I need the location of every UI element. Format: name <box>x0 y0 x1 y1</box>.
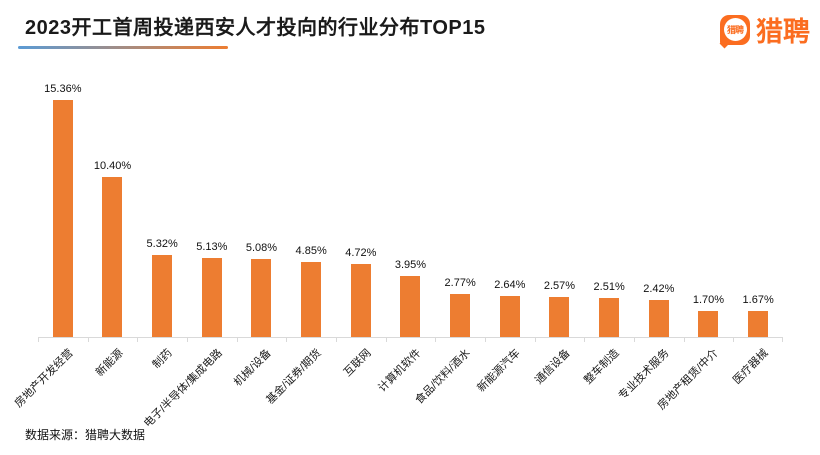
category-label: 通信设备 <box>532 347 573 387</box>
bar <box>599 298 620 337</box>
bar <box>648 300 669 337</box>
axis-tick <box>733 337 734 342</box>
page-title: 2023开工首周投递西安人才投向的行业分布TOP15 <box>25 17 486 39</box>
axis-tick <box>187 337 188 342</box>
bar-value-label: 5.13% <box>196 241 228 253</box>
bar-value-label: 10.40% <box>93 160 132 172</box>
liepin-logo-icon-circle: 猎聘 <box>723 18 747 41</box>
category-label: 新能源汽车 <box>475 347 523 395</box>
axis-tick <box>634 337 635 342</box>
title-underline <box>18 46 228 49</box>
source-note: 数据来源：猎聘大数据 <box>25 428 146 442</box>
axis-tick <box>336 337 337 342</box>
category-label: 互联网 <box>341 347 374 379</box>
liepin-logo-icon: 猎聘 <box>720 14 750 45</box>
bar-value-label: 2.77% <box>444 277 476 289</box>
x-axis-line <box>38 337 783 338</box>
bar-value-label: 4.72% <box>345 247 377 259</box>
axis-tick <box>782 337 783 342</box>
bar <box>251 259 272 337</box>
bar-value-label: 1.70% <box>692 294 725 306</box>
bar-column: 4.85% <box>286 95 336 337</box>
bar-column: 1.70% <box>684 95 734 337</box>
bar <box>152 255 173 337</box>
bar-value-label: 3.95% <box>394 259 427 271</box>
category-label: 医疗器械 <box>731 347 771 387</box>
bar <box>748 311 769 337</box>
axis-tick <box>535 337 536 342</box>
bar-value-label: 2.51% <box>593 281 625 293</box>
bar-column: 5.08% <box>237 95 287 337</box>
bar-value-label: 4.85% <box>295 245 327 257</box>
bar-column: 1.67% <box>733 95 783 337</box>
category-label: 机械/设备 <box>232 347 275 389</box>
bar-column: 2.64% <box>485 95 535 337</box>
bar-value-label: 2.57% <box>543 280 576 292</box>
axis-tick <box>386 337 387 342</box>
bar-column: 3.95% <box>386 95 436 337</box>
liepin-logo-wordmark: 猎聘 <box>756 17 810 47</box>
axis-tick <box>485 337 486 342</box>
bar-column: 2.57% <box>535 95 585 337</box>
bar-column: 2.77% <box>435 95 485 337</box>
axis-tick <box>684 337 685 342</box>
bar <box>201 258 222 337</box>
bar-value-label: 2.42% <box>643 283 675 295</box>
bar-column: 10.40% <box>88 95 138 337</box>
bar-column: 15.36% <box>38 83 88 337</box>
bar <box>52 100 73 337</box>
category-label: 房地产开发经营 <box>12 347 76 411</box>
axis-tick <box>88 337 89 342</box>
category-label: 新能源 <box>93 347 126 379</box>
axis-tick <box>584 337 585 342</box>
liepin-logo-icon-text: 猎聘 <box>726 25 744 35</box>
bar-column: 2.42% <box>634 95 684 337</box>
x-axis: 房地产开发经营 新能源 制药 电子/半导体/集成电路 机械/设备 基金/证券/期货 互联网计… <box>13 337 783 447</box>
bar <box>102 177 123 337</box>
bar <box>350 264 371 337</box>
bar-column: 2.51% <box>584 95 634 337</box>
bar-chart: 15.36% 10.40% 5.32% 5.13% 5.08% 4.85% 4.72% 3.9… <box>38 83 783 337</box>
bar-value-label: 1.67% <box>742 294 774 306</box>
axis-tick <box>137 337 138 342</box>
bar <box>400 276 421 337</box>
bar-value-label: 15.36% <box>44 83 82 95</box>
category-label: 计算机软件 <box>375 347 424 395</box>
bar-value-label: 2.64% <box>494 279 526 291</box>
axis-tick <box>286 337 287 342</box>
bar-column: 4.72% <box>336 95 386 337</box>
category-label: 整车制造 <box>582 347 622 387</box>
bar <box>499 296 520 337</box>
bar <box>549 297 570 337</box>
bar-column: 5.13% <box>187 95 237 337</box>
liepin-logo: 猎聘 猎聘 <box>720 10 810 49</box>
bar <box>698 311 719 337</box>
bar <box>301 262 322 337</box>
category-label: 制药 <box>150 347 175 372</box>
bar-value-label: 5.32% <box>146 238 178 250</box>
bar <box>450 294 471 337</box>
axis-tick <box>435 337 436 342</box>
axis-tick <box>38 337 39 342</box>
bar-column: 5.32% <box>137 95 187 337</box>
bar-value-label: 5.08% <box>245 242 278 254</box>
axis-tick <box>237 337 238 342</box>
